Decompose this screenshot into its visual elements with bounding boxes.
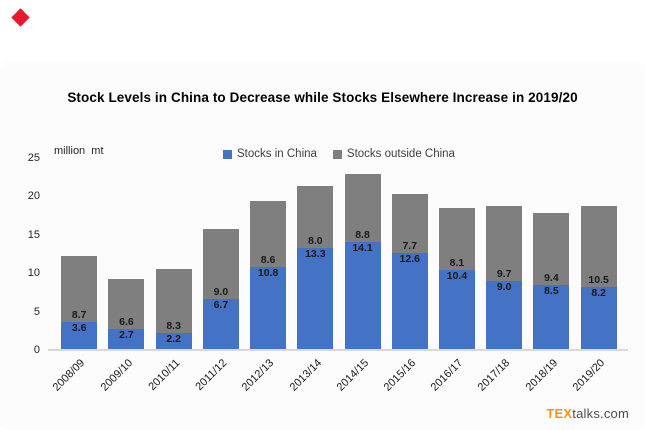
- bar-segment-stocks-in-china: 3.6: [61, 322, 98, 350]
- bar-segment-stocks-outside-china: 9.0: [202, 229, 239, 299]
- bar-group: 8.0 13.3 2013/14: [287, 158, 334, 394]
- data-label-in-china: 10.4: [446, 270, 468, 283]
- legend-label-stocks-outside-china: Stocks outside China: [346, 148, 455, 160]
- bar-segment-stocks-in-china: 13.3: [297, 247, 334, 350]
- logo-rest-text: talks.com: [572, 406, 629, 421]
- bar-segment-stocks-outside-china: 9.4: [533, 212, 570, 285]
- legend-swatch-blue-icon: [223, 149, 233, 159]
- data-label-outside-china: 8.7: [71, 309, 87, 322]
- bar-segment-stocks-in-china: 10.8: [250, 267, 287, 350]
- data-label-in-china: 8.5: [544, 284, 559, 297]
- data-label-outside-china: 10.5: [588, 274, 609, 287]
- bar-segment-stocks-outside-china: 6.6: [108, 278, 145, 330]
- bar-group: 9.4 8.5 2018/19: [523, 158, 570, 394]
- textalks-logo: TEXtalks.com: [546, 406, 629, 421]
- data-label-outside-china: 9.0: [213, 285, 229, 298]
- logo-tex-text: TEX: [546, 406, 573, 421]
- bar-group: 9.0 6.7 2011/12: [193, 158, 239, 393]
- bar-group: 8.6 10.8 2012/13: [240, 158, 287, 394]
- data-label-in-china: 14.1: [352, 241, 373, 254]
- data-label-outside-china: 7.7: [402, 240, 418, 253]
- bar-group: 8.7 3.6 2008/09: [51, 158, 98, 394]
- bar-segment-stocks-in-china: 12.6: [391, 253, 428, 350]
- y-tick-label: 5: [33, 305, 40, 318]
- data-label-outside-china: 9.4: [544, 271, 559, 284]
- data-label-in-china: 12.6: [399, 253, 420, 266]
- legend-label-stocks-in-china: Stocks in China: [237, 148, 317, 160]
- y-axis-tick-labels: 0 5 10 15 20 25: [14, 152, 40, 356]
- y-axis-unit-label: million mt: [54, 145, 104, 157]
- bar-segment-stocks-outside-china: 8.8: [344, 174, 381, 242]
- data-label-in-china: 3.6: [71, 322, 87, 335]
- y-tick-label: 20: [27, 190, 40, 203]
- data-label-outside-china: 8.8: [355, 228, 370, 241]
- bar-segment-stocks-in-china: 14.1: [344, 241, 381, 350]
- bar-segment-stocks-in-china: 8.5: [533, 284, 570, 350]
- bar-segment-stocks-in-china: 10.4: [438, 270, 475, 350]
- data-label-in-china: 6.7: [213, 298, 229, 311]
- bar-segment-stocks-outside-china: 8.7: [61, 255, 98, 323]
- bar-segment-stocks-outside-china: 8.1: [438, 207, 475, 271]
- data-label-outside-china: 6.6: [119, 316, 134, 329]
- legend-swatch-gray-icon: [332, 149, 342, 159]
- chart-legend: Stocks in China Stocks outside China: [50, 148, 628, 160]
- bar-group: 10.5 8.2 2019/20: [571, 158, 617, 394]
- data-label-in-china: 9.0: [496, 280, 512, 293]
- y-tick-label: 15: [27, 228, 40, 241]
- bar-segment-stocks-in-china: 6.7: [202, 298, 239, 350]
- data-label-in-china: 10.8: [257, 267, 279, 280]
- bar-segment-stocks-in-china: 9.0: [486, 280, 523, 350]
- data-label-in-china: 13.3: [305, 247, 326, 260]
- y-tick-label: 10: [27, 267, 40, 280]
- data-label-outside-china: 8.6: [260, 254, 276, 267]
- bar-segment-stocks-outside-china: 7.7: [391, 194, 428, 254]
- bar-segment-stocks-in-china: 8.2: [580, 287, 617, 350]
- data-label-in-china: 2.2: [166, 333, 181, 346]
- bar-group: 9.7 9.0 2017/18: [476, 158, 523, 394]
- x-axis-line: [48, 349, 628, 351]
- legend-item-stocks-outside-china: Stocks outside China: [332, 148, 455, 160]
- data-label-in-china: 2.7: [119, 329, 134, 342]
- y-tick-label: 25: [27, 152, 40, 164]
- y-tick-label: 0: [33, 344, 40, 356]
- bar-group: 8.1 10.4 2016/17: [429, 158, 475, 394]
- bar-segment-stocks-in-china: 2.2: [155, 333, 192, 350]
- data-label-outside-china: 8.0: [308, 234, 323, 247]
- bar-segment-stocks-outside-china: 8.0: [297, 186, 334, 248]
- chart-title: Stock Levels in China to Decrease while …: [67, 90, 578, 105]
- legend-item-stocks-in-china: Stocks in China: [223, 148, 317, 160]
- bar-segment-stocks-outside-china: 10.5: [580, 206, 617, 288]
- data-label-outside-china: 8.1: [449, 257, 465, 270]
- data-label-in-china: 8.2: [591, 287, 606, 300]
- bar-segment-stocks-in-china: 2.7: [108, 329, 145, 350]
- bar-segment-stocks-outside-china: 9.7: [486, 206, 523, 281]
- bar-segment-stocks-outside-china: 8.6: [250, 201, 287, 268]
- bar-group: 7.7 12.6 2015/16: [382, 158, 428, 394]
- red-diamond-icon: [11, 8, 30, 27]
- bar-group: 8.3 2.2 2010/11: [146, 158, 192, 393]
- bar-group: 8.8 14.1 2014/15: [334, 158, 381, 394]
- bar-segment-stocks-outside-china: 8.3: [155, 269, 192, 334]
- bar-group: 6.6 2.7 2009/10: [98, 158, 145, 394]
- plot-area: 8.7 3.6 2008/09 6.6 2.7 2009/10 8.3 2.2 2010/11 9…: [50, 158, 628, 394]
- data-label-outside-china: 9.7: [496, 267, 512, 280]
- data-label-outside-china: 8.3: [166, 320, 181, 333]
